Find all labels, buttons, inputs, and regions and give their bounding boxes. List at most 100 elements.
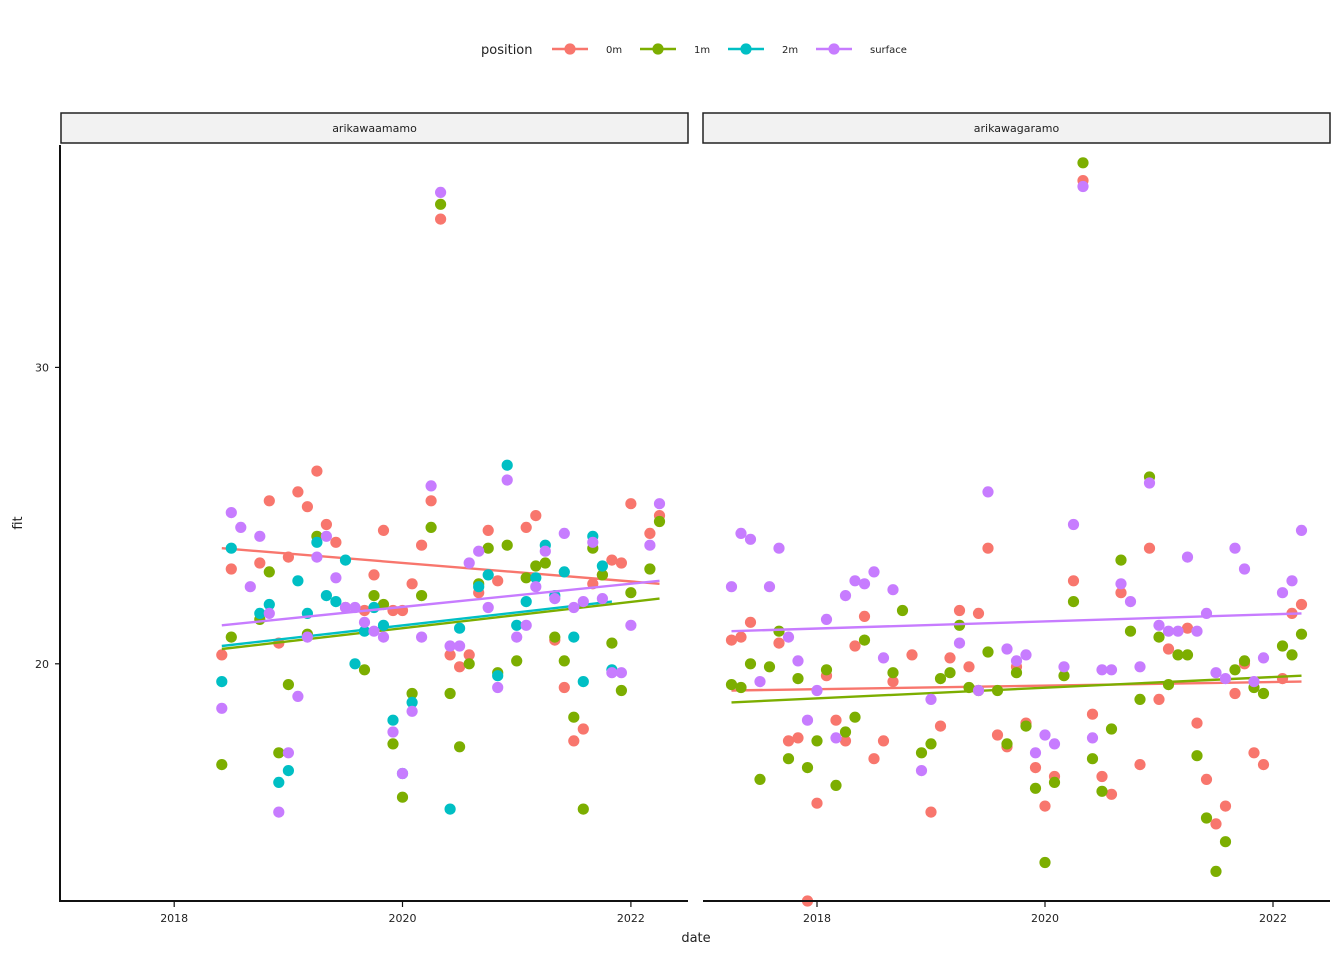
data-point-2m (339, 554, 352, 566)
data-point-1m (811, 735, 823, 747)
data-point-1m (820, 664, 833, 676)
data-point-surface (868, 566, 880, 578)
data-point-2m (282, 765, 294, 777)
data-point-0m (1248, 747, 1260, 759)
data-point-1m (754, 773, 766, 786)
data-point-1m (849, 711, 861, 723)
data-point-surface (339, 601, 352, 614)
data-point-1m (387, 738, 399, 750)
data-point-0m (735, 631, 747, 643)
data-point-surface (454, 640, 466, 652)
data-point-0m (1115, 587, 1127, 599)
data-point-surface (830, 732, 842, 744)
data-point-0m (1219, 800, 1232, 812)
data-point-0m (558, 681, 570, 694)
data-point-0m (1162, 643, 1175, 655)
data-point-0m (416, 539, 428, 551)
trend-line-2m (221, 600, 613, 648)
data-point-surface (1238, 563, 1251, 575)
data-point-2m (530, 572, 542, 584)
data-point-surface (492, 681, 504, 694)
data-point-surface (1048, 738, 1061, 750)
data-point-surface (558, 527, 570, 540)
data-point-0m (577, 723, 589, 735)
data-point-surface (530, 581, 542, 593)
data-point-surface (811, 684, 823, 697)
data-point-1m (1086, 753, 1099, 765)
data-point-0m (1105, 788, 1118, 800)
data-point-1m (501, 539, 513, 551)
data-point-1m (1010, 667, 1023, 679)
data-point-0m (877, 735, 890, 747)
data-point-1m (644, 563, 656, 575)
data-point-1m (577, 803, 589, 815)
data-point-1m (511, 655, 523, 667)
data-point-surface (972, 684, 985, 697)
data-point-surface (925, 693, 937, 706)
data-point-0m (1153, 693, 1165, 706)
data-point-surface (1162, 625, 1175, 637)
data-point-1m (982, 646, 994, 658)
x-tick-label: 2020 (1031, 912, 1059, 925)
data-point-0m (1191, 717, 1203, 729)
data-point-surface (1219, 673, 1232, 685)
data-point-surface (216, 702, 228, 714)
data-point-0m (887, 676, 899, 688)
data-point-1m (773, 625, 785, 637)
x-tick-label: 2018 (803, 912, 831, 925)
data-point-1m (934, 673, 947, 685)
data-point-2m (387, 714, 399, 726)
data-point-1m (358, 664, 371, 676)
data-point-0m (615, 557, 628, 569)
data-point-1m (539, 557, 551, 569)
data-point-1m (792, 673, 804, 685)
data-point-1m (1276, 640, 1289, 652)
trend-line-0m (221, 547, 660, 585)
data-point-0m (1096, 770, 1108, 783)
data-point-0m (1029, 762, 1042, 774)
data-point-0m (991, 729, 1004, 741)
data-point-surface (596, 593, 609, 605)
data-point-surface (858, 578, 871, 590)
data-point-0m (292, 486, 304, 498)
data-point-2m (263, 598, 275, 611)
data-point-0m (301, 501, 313, 513)
data-point-1m (839, 726, 852, 738)
data-point-surface (1134, 661, 1146, 673)
data-point-1m (1067, 596, 1080, 608)
y-axis-title: fit (11, 516, 26, 529)
data-point-surface (1286, 575, 1298, 587)
data-point-surface (396, 767, 409, 780)
data-point-surface (615, 667, 628, 679)
data-point-2m (311, 536, 323, 548)
data-point-surface (568, 601, 580, 614)
data-point-surface (763, 581, 776, 593)
data-point-1m (1039, 856, 1051, 869)
data-point-0m (311, 465, 323, 477)
data-point-1m (725, 679, 738, 691)
data-point-surface (1124, 596, 1137, 608)
data-point-surface (1229, 542, 1241, 554)
data-point-surface (877, 652, 890, 664)
panel-arikawagaramo: arikawagaramo (702, 112, 1331, 907)
data-point-0m (1086, 708, 1099, 720)
data-point-0m (1295, 598, 1308, 611)
y-tick-label: 30 (35, 361, 49, 374)
data-point-2m (482, 569, 494, 581)
data-point-1m (435, 198, 447, 210)
data-point-0m (1181, 622, 1194, 634)
data-point-0m (868, 753, 880, 765)
data-point-1m (406, 687, 418, 700)
data-point-0m (520, 521, 532, 534)
data-point-1m (801, 762, 814, 774)
data-point-1m (1295, 628, 1308, 640)
data-point-0m (644, 527, 656, 540)
data-point-1m (1134, 693, 1146, 706)
data-point-1m (530, 560, 542, 572)
x-tick-label: 2022 (617, 912, 645, 925)
data-point-1m (896, 604, 909, 617)
data-point-2m (292, 575, 304, 587)
data-point-1m (1219, 836, 1232, 848)
legend-key-point-1m (652, 43, 664, 55)
data-point-2m (473, 581, 485, 593)
